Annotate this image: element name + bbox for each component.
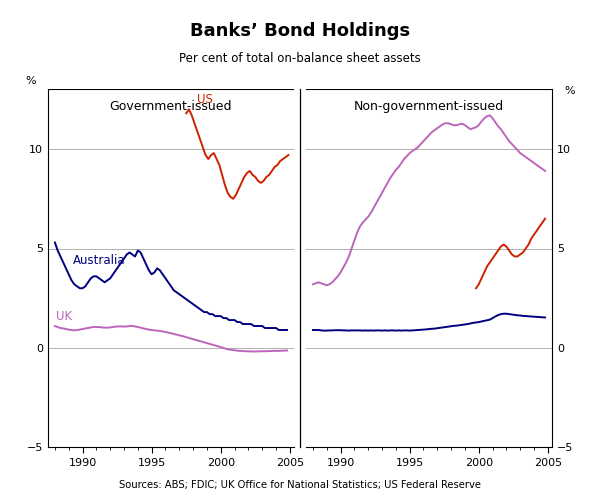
Text: UK: UK — [56, 310, 73, 323]
Text: Non-government-issued: Non-government-issued — [354, 100, 504, 113]
Text: Banks’ Bond Holdings: Banks’ Bond Holdings — [190, 22, 410, 40]
Text: Government-issued: Government-issued — [110, 100, 232, 113]
Text: Per cent of total on-balance sheet assets: Per cent of total on-balance sheet asset… — [179, 52, 421, 65]
Y-axis label: %: % — [25, 76, 36, 86]
Text: Sources: ABS; FDIC; UK Office for National Statistics; US Federal Reserve: Sources: ABS; FDIC; UK Office for Nation… — [119, 480, 481, 490]
Text: Australia: Australia — [73, 254, 125, 267]
Text: US: US — [197, 93, 213, 106]
Y-axis label: %: % — [564, 86, 575, 96]
